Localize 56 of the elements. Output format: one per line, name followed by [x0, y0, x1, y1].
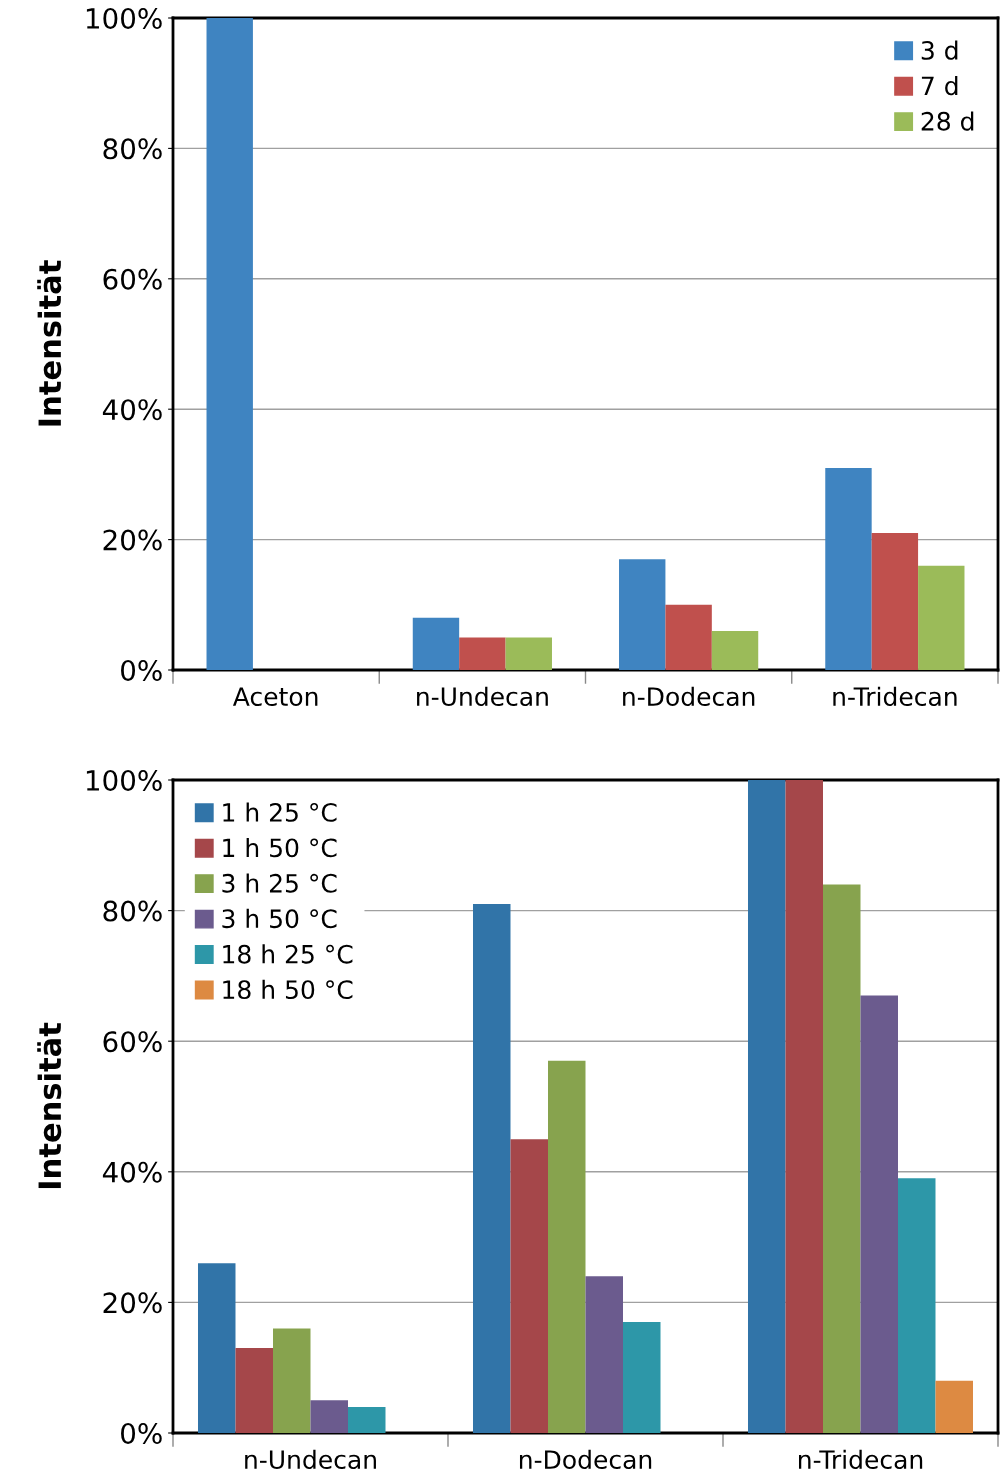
legend-label: 3 h 50 °C — [222, 908, 337, 929]
bar — [871, 533, 919, 670]
y-tick-label: 20% — [103, 1292, 162, 1314]
x-tick-label: n-Undecan — [245, 1449, 376, 1470]
y-tick-label: 0% — [121, 659, 162, 681]
legend-label: 1 h 50 °C — [223, 837, 337, 858]
legend-label: 18 h 50 °C — [223, 979, 353, 1000]
y-tick-label: 60% — [103, 1031, 162, 1053]
y-tick-label: 0% — [121, 1422, 162, 1444]
x-tick-label: n-Dodecan — [519, 1449, 652, 1470]
y-tick-label: 100% — [86, 769, 162, 791]
x-tick-label: Aceton — [232, 687, 318, 707]
x-tick-label: n-Tridecan — [798, 1449, 923, 1470]
bar — [198, 1263, 236, 1433]
bar — [748, 780, 786, 1433]
bar — [585, 1276, 623, 1433]
x-tick-label: n-Dodecan — [623, 686, 755, 707]
y-tick-label: 80% — [103, 900, 162, 922]
y-axis-title: Intensität — [37, 1022, 62, 1189]
bar — [918, 565, 965, 670]
legend-label: 28 d — [921, 111, 974, 131]
bar — [548, 1060, 586, 1433]
bar — [235, 1348, 273, 1433]
bar — [711, 630, 759, 670]
x-tick-label: n-Undecan — [417, 686, 548, 707]
bar — [473, 904, 511, 1433]
bar — [206, 18, 253, 670]
legend-label: 18 h 25 °C — [223, 944, 353, 964]
bar — [412, 617, 460, 670]
y-tick-label: 40% — [102, 1161, 162, 1183]
y-tick-label: 100% — [86, 7, 162, 29]
x-tick-label: n-Tridecan — [833, 686, 957, 707]
bar — [623, 1321, 661, 1433]
y-tick-label: 80% — [103, 138, 162, 160]
bar — [860, 995, 898, 1433]
bar — [273, 1328, 311, 1433]
bar — [348, 1406, 386, 1433]
y-tick-label: 20% — [103, 529, 162, 551]
legend-label: 1 h 25 °C — [223, 802, 337, 822]
y-axis-title: Intensität — [37, 260, 62, 426]
bar — [935, 1380, 973, 1433]
legend-label: 7 d — [921, 75, 958, 96]
legend-label: 3 d — [921, 40, 958, 60]
bar — [665, 604, 712, 670]
y-tick-label: 60% — [103, 268, 162, 290]
bar — [510, 1139, 548, 1433]
bar — [825, 467, 872, 670]
bar — [785, 780, 823, 1433]
bar — [619, 559, 666, 670]
bar — [823, 884, 861, 1433]
bar — [459, 637, 506, 670]
bar — [310, 1400, 348, 1433]
bar — [898, 1178, 936, 1433]
bar — [505, 637, 552, 670]
y-tick-label: 40% — [102, 399, 162, 421]
legend-label: 3 h 25 °C — [222, 873, 337, 893]
